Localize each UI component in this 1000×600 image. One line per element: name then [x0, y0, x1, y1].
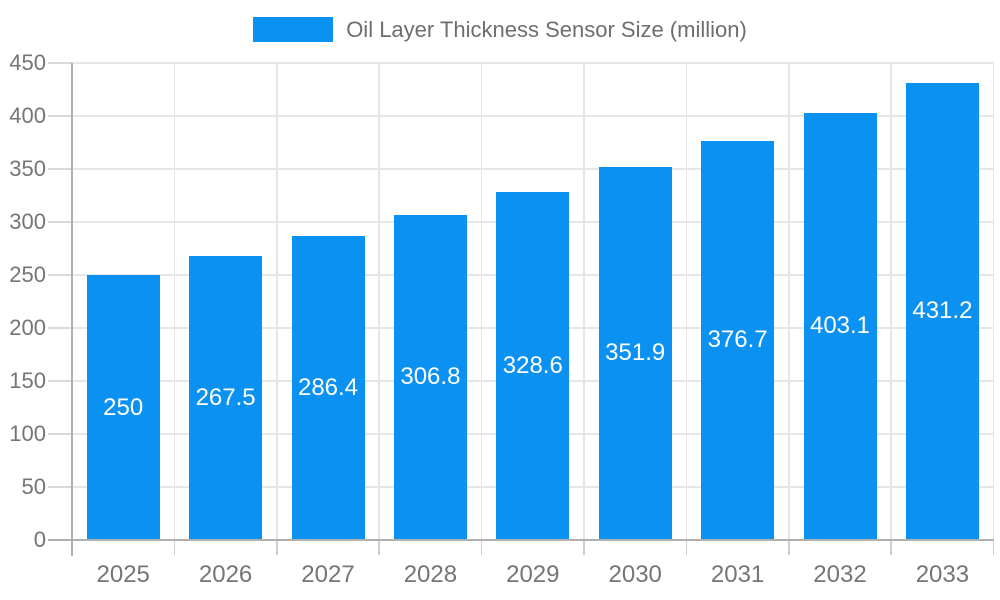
gridline-horizontal [72, 62, 994, 64]
legend-label: Oil Layer Thickness Sensor Size (million… [346, 17, 747, 42]
bar-2033[interactable] [905, 82, 979, 540]
bar-2029[interactable] [496, 191, 570, 540]
x-axis-tick [173, 540, 176, 555]
y-axis-tick [48, 327, 72, 329]
x-axis-tick [378, 540, 380, 555]
x-axis-tick [583, 540, 585, 555]
y-axis-tick [48, 274, 72, 276]
y-axis-label: 50 [21, 474, 46, 499]
x-axis-tick [992, 540, 995, 555]
gridline-vertical [788, 63, 790, 540]
y-axis-line [71, 63, 73, 556]
bar-2031[interactable] [701, 140, 775, 540]
bar-value-label: 403.1 [809, 312, 871, 340]
x-axis-label: 2032 [813, 561, 867, 588]
y-axis-label: 350 [9, 156, 46, 181]
y-axis-label: 300 [9, 209, 46, 234]
gridline-vertical [685, 63, 688, 540]
y-axis-label: 100 [9, 421, 46, 446]
bar-value-label: 328.6 [502, 351, 563, 379]
x-axis-label: 2025 [96, 561, 150, 588]
gridline-horizontal [72, 115, 994, 117]
y-axis-tick [48, 433, 72, 435]
bar-value-label: 431.2 [912, 297, 973, 325]
gridline-vertical [276, 63, 278, 540]
bar-value-label: 250 [103, 393, 144, 421]
gridline-vertical [992, 63, 995, 540]
x-axis-tick [788, 540, 790, 555]
bar-2032[interactable] [803, 112, 877, 540]
x-axis-label: 2033 [915, 561, 970, 588]
gridline-horizontal [72, 168, 994, 170]
legend[interactable]: Oil Layer Thickness Sensor Size (million… [0, 17, 1000, 42]
x-axis-tick [685, 540, 688, 555]
bar-value-label: 351.9 [605, 339, 666, 367]
y-axis-label: 200 [9, 315, 46, 340]
x-axis-tick [480, 540, 483, 555]
x-axis-label: 2026 [198, 561, 253, 588]
y-axis-label: 450 [9, 50, 46, 75]
y-axis-label: 0 [33, 527, 46, 552]
x-axis-label: 2031 [710, 561, 765, 588]
bar-value-label: 286.4 [297, 374, 359, 402]
bar-value-label: 376.7 [707, 326, 768, 354]
gridline-vertical [583, 63, 585, 540]
legend-swatch [253, 17, 334, 42]
y-axis-tick [48, 115, 72, 117]
y-axis-tick [48, 380, 72, 382]
gridline-vertical [378, 63, 380, 540]
gridline-vertical [173, 63, 176, 540]
x-axis-label: 2027 [301, 561, 355, 588]
x-axis-label: 2029 [506, 561, 560, 588]
y-axis-tick [48, 486, 72, 488]
y-axis-label: 400 [9, 103, 46, 128]
gridline-vertical [890, 63, 892, 540]
bar-value-label: 267.5 [195, 384, 256, 412]
bar-2028[interactable] [393, 214, 467, 540]
x-axis-label: 2028 [403, 561, 458, 588]
y-axis-tick [48, 168, 72, 170]
x-axis-label: 2030 [608, 561, 662, 588]
x-axis-tick [890, 540, 892, 555]
y-axis-label: 250 [9, 262, 46, 287]
y-axis-label: 150 [9, 368, 46, 393]
bar-2030[interactable] [598, 166, 672, 540]
x-axis-line [48, 539, 994, 541]
y-axis-tick [48, 62, 72, 64]
gridline-vertical [480, 63, 483, 540]
x-axis-tick [276, 540, 278, 555]
bar-value-label: 306.8 [400, 363, 461, 391]
bar-2025[interactable] [86, 275, 160, 540]
bar-2027[interactable] [291, 236, 365, 540]
bar-2026[interactable] [189, 256, 263, 540]
y-axis-tick [48, 221, 72, 223]
